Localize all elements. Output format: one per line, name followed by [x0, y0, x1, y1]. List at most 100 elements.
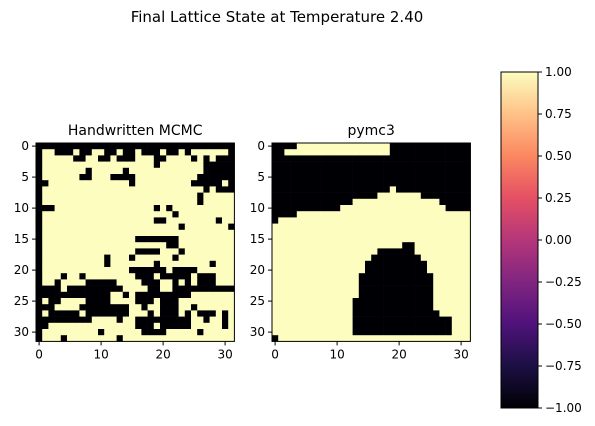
y-tick-label: 30	[14, 325, 29, 339]
heatmap-cell	[272, 316, 279, 324]
heatmap-cell	[303, 322, 310, 330]
heatmap-cell	[427, 211, 434, 218]
heatmap-cell	[327, 229, 335, 237]
heatmap-cell	[67, 192, 74, 200]
heatmap-cell	[215, 192, 223, 200]
heatmap-cell	[358, 223, 366, 231]
heatmap-cell	[209, 267, 217, 274]
heatmap-cell	[209, 310, 217, 317]
heatmap-cell	[222, 291, 229, 299]
heatmap-cell	[48, 167, 55, 175]
heatmap-cell	[284, 298, 291, 305]
heatmap-cell	[402, 242, 409, 249]
heatmap-cell	[166, 298, 173, 305]
heatmap-cell	[54, 279, 62, 286]
heatmap-cell	[135, 155, 142, 162]
heatmap-cell	[73, 192, 80, 200]
heatmap-cell	[464, 267, 471, 274]
heatmap-cell	[408, 329, 415, 336]
heatmap-cell	[98, 248, 105, 255]
heatmap-cell	[48, 229, 55, 237]
heatmap-cell	[396, 143, 403, 150]
heatmap-cell	[278, 174, 285, 181]
heatmap-cell	[327, 267, 335, 274]
heatmap-cell	[209, 329, 217, 336]
heatmap-cell	[110, 236, 117, 243]
heatmap-cell	[48, 285, 55, 293]
heatmap-cell	[433, 273, 440, 280]
heatmap-cell	[346, 180, 353, 187]
heatmap-cell	[352, 198, 360, 206]
heatmap-cell	[445, 273, 453, 280]
heatmap-cell	[439, 291, 446, 299]
heatmap-cell	[104, 229, 111, 237]
heatmap-cell	[340, 248, 347, 255]
colorbar-ticks: 1.000.750.500.250.00−0.25−0.50−0.75−1.00	[538, 65, 582, 415]
heatmap-cell	[290, 242, 298, 249]
heatmap-cell	[116, 186, 124, 193]
heatmap-cell	[309, 155, 316, 162]
heatmap-cell	[315, 260, 322, 268]
heatmap-cell	[402, 205, 409, 212]
heatmap-cell	[141, 174, 148, 181]
heatmap-cell	[73, 155, 80, 162]
heatmap-cell	[445, 260, 453, 268]
heatmap-cell	[334, 273, 341, 280]
heatmap-cell	[458, 335, 465, 342]
heatmap-cell	[365, 298, 372, 305]
heatmap-cell	[79, 316, 86, 324]
heatmap-cell	[191, 279, 198, 286]
heatmap-cell	[160, 329, 167, 336]
heatmap-cell	[321, 260, 329, 268]
heatmap-cell	[209, 273, 217, 280]
heatmap-cell	[209, 186, 217, 193]
heatmap-cell	[433, 161, 440, 169]
heatmap-cell	[334, 322, 341, 330]
heatmap-cell	[79, 248, 86, 255]
heatmap-cell	[334, 186, 341, 193]
heatmap-cell	[414, 180, 422, 187]
heatmap-cell	[334, 167, 341, 175]
heatmap-cell	[284, 236, 291, 243]
heatmap-cell	[420, 223, 428, 231]
heatmap-cell	[389, 298, 397, 305]
x-tick-label: 30	[453, 347, 468, 361]
heatmap-cell	[110, 254, 117, 262]
heatmap-cell	[402, 155, 409, 162]
heatmap-cell	[54, 254, 62, 262]
heatmap-cell	[91, 310, 99, 317]
heatmap-cell	[284, 155, 291, 162]
heatmap-cell	[396, 180, 403, 187]
heatmap-cell	[54, 174, 62, 181]
heatmap-cell	[67, 229, 74, 237]
heatmap-cell	[73, 304, 80, 311]
heatmap-cell	[48, 180, 55, 187]
heatmap-cell	[104, 316, 111, 324]
heatmap-cell	[433, 211, 440, 218]
heatmap-cell	[458, 291, 465, 299]
heatmap-cell	[396, 217, 403, 224]
heatmap-cell	[36, 155, 43, 162]
heatmap-cell	[284, 192, 291, 200]
heatmap-cell	[215, 242, 223, 249]
y-tick-label: 30	[250, 325, 265, 339]
heatmap-cell	[377, 322, 384, 330]
heatmap-cell	[184, 217, 192, 224]
heatmap-cell	[383, 198, 391, 206]
heatmap-cell	[178, 229, 186, 237]
heatmap-cell	[67, 198, 74, 206]
heatmap-cell	[389, 167, 397, 175]
heatmap-cell	[321, 198, 329, 206]
heatmap-cell	[166, 205, 173, 212]
heatmap-cell	[79, 254, 86, 262]
heatmap-cell	[135, 242, 142, 249]
heatmap-cell	[184, 229, 192, 237]
heatmap-cell	[272, 298, 279, 305]
heatmap-cell	[116, 174, 124, 181]
heatmap-cell	[110, 192, 117, 200]
heatmap-cell	[184, 310, 192, 317]
heatmap-cell	[147, 242, 155, 249]
heatmap-cell	[228, 217, 235, 224]
heatmap-cell	[464, 291, 471, 299]
heatmap-cell	[346, 285, 353, 293]
